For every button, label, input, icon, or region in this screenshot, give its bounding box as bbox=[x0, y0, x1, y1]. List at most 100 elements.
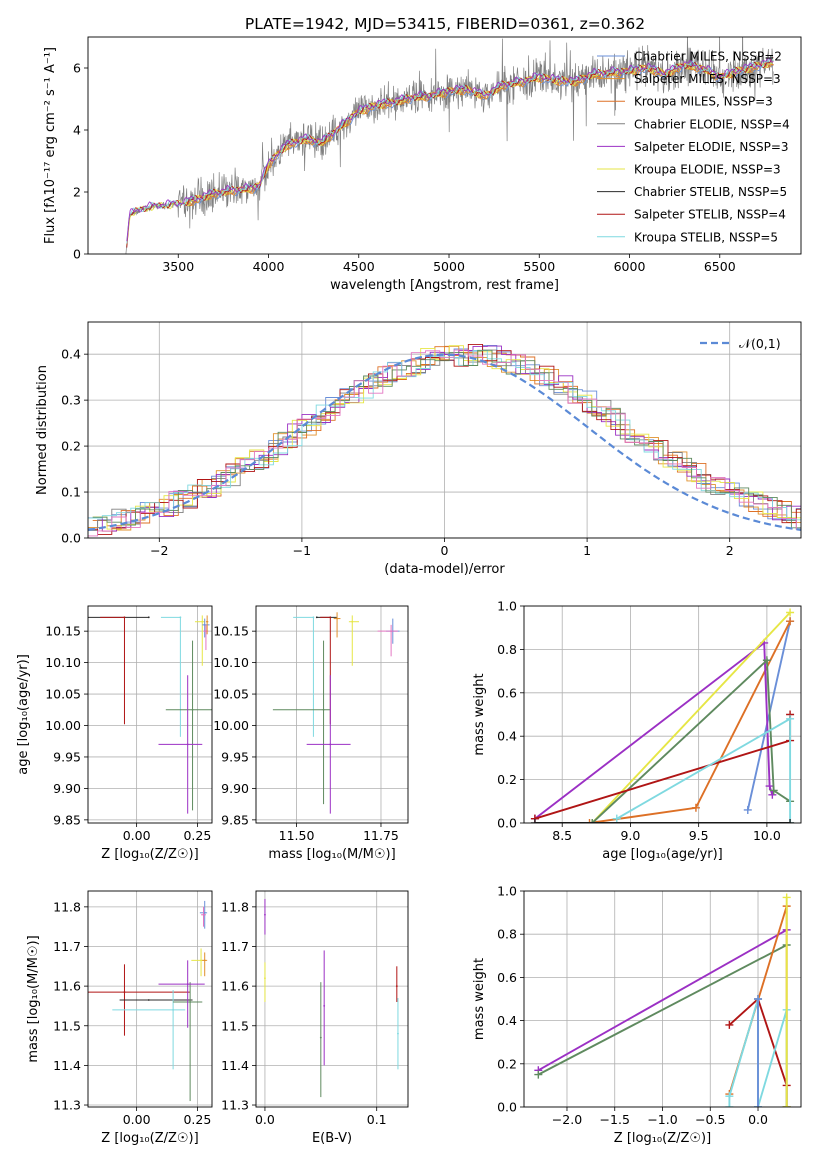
weight_vs_z-series-line-salpeter_elodie bbox=[537, 929, 788, 1072]
age_vs_z-plot-area bbox=[88, 606, 212, 823]
spectrum-legend-label: Kroupa STELIB, NSSP=5 bbox=[634, 230, 778, 244]
age_vs_mass-point-marker bbox=[312, 616, 315, 619]
weight_vs_age-series-marker bbox=[786, 714, 795, 723]
mass_vs_z-point-marker bbox=[147, 999, 150, 1001]
mass_vs_z-x-tick-label: 0.25 bbox=[183, 1112, 211, 1127]
mass_vs_z-x-axis-label: Z [log₁₀(Z/Z☉)] bbox=[101, 1131, 198, 1146]
spectrum-x-tick-label: 5000 bbox=[433, 259, 465, 274]
age_vs_mass-point-marker bbox=[336, 617, 338, 620]
mass_vs_z-x-tick-label: 0.00 bbox=[123, 1112, 151, 1127]
weight_vs_age-x-axis-label: age [log₁₀(age/yr)] bbox=[602, 847, 723, 862]
residuals-x-tick-label: 0 bbox=[441, 543, 449, 558]
gaussian-curve bbox=[88, 353, 801, 531]
residual-histogram-green bbox=[92, 349, 801, 529]
weight_vs_age-series-marker bbox=[762, 656, 771, 665]
age_vs_z-y-tick-label: 10.10 bbox=[45, 655, 81, 670]
mass_vs_z-y-tick-label: 11.4 bbox=[53, 1058, 81, 1073]
age_vs_z-axes-frame bbox=[87, 605, 213, 824]
weight_vs_age-series-line-kroupa_stelib bbox=[616, 717, 792, 823]
spectrum-legend-label: Kroupa ELODIE, NSSP=3 bbox=[634, 163, 781, 177]
mass_vs_z-y-tick-label: 11.7 bbox=[53, 939, 81, 954]
spectrum-y-axis-label: Flux [fλ10⁻¹⁷ erg cm⁻² s⁻¹ A⁻¹] bbox=[43, 47, 58, 244]
spectrum-legend-label: Salpeter ELODIE, NSSP=3 bbox=[634, 140, 789, 154]
spectrum-x-tick-label: 3500 bbox=[162, 259, 194, 274]
residuals-plot-area bbox=[88, 322, 801, 538]
weight_vs_z-series-marker bbox=[725, 1092, 734, 1101]
weight_vs_age-plot-area bbox=[524, 606, 801, 823]
mass_vs_ebv-y-tick-label: 11.6 bbox=[221, 979, 249, 994]
weight_vs_z-y-tick-label: 0.6 bbox=[497, 970, 517, 985]
plot-layer: 3500 4000 4500 5000 5500 6000 6500 0 2 4 6 waveleng… bbox=[16, 36, 802, 1146]
weight_vs_age-series-marker bbox=[765, 782, 774, 791]
age_vs_mass-y-tick-label: 9.95 bbox=[221, 749, 249, 764]
weight_vs_age-series-marker bbox=[743, 805, 752, 814]
weight_vs_age-series-marker bbox=[786, 608, 795, 617]
residuals-y-tick-label: 0.0 bbox=[61, 531, 81, 546]
age_vs_z-y-tick-label: 10.15 bbox=[45, 624, 81, 639]
age_vs_mass-panel: 11.50 11.75 9.85 9.90 9.95 10.00 10.05 10.10 10.… bbox=[213, 605, 409, 862]
residuals-y-tick-label: 0.3 bbox=[61, 393, 81, 408]
age_vs_mass-axes-frame bbox=[255, 605, 409, 824]
residual-histogram-salpeter_elodie bbox=[88, 345, 801, 532]
spectrum-x-tick-label: 6000 bbox=[614, 259, 646, 274]
weight_vs_age-y-axis-label: mass weight bbox=[472, 673, 487, 755]
spectrum-y-tick-label: 0 bbox=[73, 247, 81, 262]
weight_vs_age-x-tick-label: 8.5 bbox=[552, 828, 572, 843]
age_vs_mass-x-tick-label: 11.75 bbox=[363, 828, 399, 843]
residual-histogram-kroupa_elodie bbox=[92, 345, 801, 530]
age_vs_z-y-tick-label: 10.00 bbox=[45, 718, 81, 733]
weight_vs_z-x-tick-label: −1.5 bbox=[600, 1112, 630, 1127]
mass_vs_z-y-tick-label: 11.5 bbox=[53, 1018, 81, 1033]
weight_vs_z-plot-area bbox=[524, 891, 801, 1107]
mass_vs_z-axes-frame bbox=[87, 890, 213, 1108]
age_vs_z-x-tick-label: 0.25 bbox=[183, 828, 211, 843]
spectrum-y-tick-label: 4 bbox=[73, 123, 81, 138]
mass_vs_ebv-point-marker bbox=[395, 985, 398, 988]
spectrum-model-line-kroupa_elodie bbox=[126, 59, 774, 246]
residual-legend-label: 𝒩(0,1) bbox=[739, 336, 781, 351]
weight_vs_age-axes-frame bbox=[523, 605, 802, 824]
spectrum-model-line-salpeter_elodie bbox=[126, 57, 774, 242]
mass_vs_ebv-point-marker bbox=[264, 977, 266, 980]
spectrum-model-line-kroupa_miles bbox=[185, 62, 774, 207]
residuals-y-tick-label: 0.2 bbox=[61, 439, 81, 454]
weight_vs_z-panel: −2.0 −1.5 −1.0 −0.5 0.0 0.0 0.2 0.4 0.6 0.8 1.0 Z [… bbox=[472, 884, 802, 1146]
weight_vs_age-series-marker bbox=[786, 617, 795, 626]
age_vs_z-y-tick-label: 10.05 bbox=[45, 687, 81, 702]
weight_vs_z-x-axis-label: Z [log₁₀(Z/Z☉)] bbox=[614, 1131, 711, 1146]
spectrum-y-tick-label: 6 bbox=[73, 61, 81, 76]
residuals-x-axis-label: (data-model)/error bbox=[384, 562, 505, 577]
spectrum-model-line-kroupa_stelib bbox=[126, 57, 774, 244]
age_vs_z-point-marker bbox=[205, 630, 207, 633]
weight_vs_z-axes-frame bbox=[523, 890, 802, 1108]
mass_vs_ebv-y-tick-label: 11.4 bbox=[221, 1058, 249, 1073]
spectrum-x-tick-label: 4000 bbox=[253, 259, 285, 274]
spectrum-axes-frame bbox=[87, 36, 802, 255]
weight_vs_age-x-tick-label: 10.0 bbox=[753, 828, 781, 843]
spectrum-legend-label: Chabrier STELIB, NSSP=5 bbox=[634, 185, 787, 199]
mass_vs_ebv-axes-frame bbox=[255, 890, 409, 1108]
weight_vs_z-series-marker bbox=[754, 995, 763, 1003]
residuals-axes-frame bbox=[87, 321, 802, 539]
weight_vs_age-y-tick-label: 0.6 bbox=[497, 685, 517, 700]
age_vs_mass-point-marker bbox=[329, 743, 332, 746]
mass_vs_z-y-axis-label: mass [log₁₀(M/M☉)] bbox=[26, 935, 41, 1062]
residual-histogram-kroupa_miles bbox=[92, 346, 801, 527]
spectrum-legend-label: Chabrier ELODIE, NSSP=4 bbox=[634, 117, 790, 131]
mass_vs_z-plot-area bbox=[88, 891, 212, 1107]
weight_vs_z-series-marker bbox=[782, 1103, 791, 1107]
spectrum-plot-area bbox=[125, 37, 774, 254]
residuals-x-tick-label: −2 bbox=[150, 543, 168, 558]
residuals-y-tick-label: 0.4 bbox=[61, 347, 81, 362]
mass_vs_z-point-marker bbox=[172, 1008, 174, 1011]
weight_vs_age-y-tick-label: 0.8 bbox=[497, 642, 517, 657]
mass_vs_ebv-point-marker bbox=[397, 1032, 399, 1035]
weight_vs_z-series-marker bbox=[725, 1020, 734, 1029]
weight_vs_age-series-line-salpeter_stelib bbox=[534, 714, 792, 820]
weight_vs_age-y-tick-label: 0.2 bbox=[497, 772, 517, 787]
weight_vs_age-y-tick-label: 1.0 bbox=[497, 599, 517, 614]
weight_vs_age-series-line-kroupa_elodie bbox=[591, 611, 791, 823]
residuals-y-axis-label: Normed distribution bbox=[35, 365, 50, 495]
age_vs_mass-plot-area bbox=[256, 606, 408, 823]
mass_vs_ebv-x-tick-label: 0.0 bbox=[255, 1112, 275, 1127]
